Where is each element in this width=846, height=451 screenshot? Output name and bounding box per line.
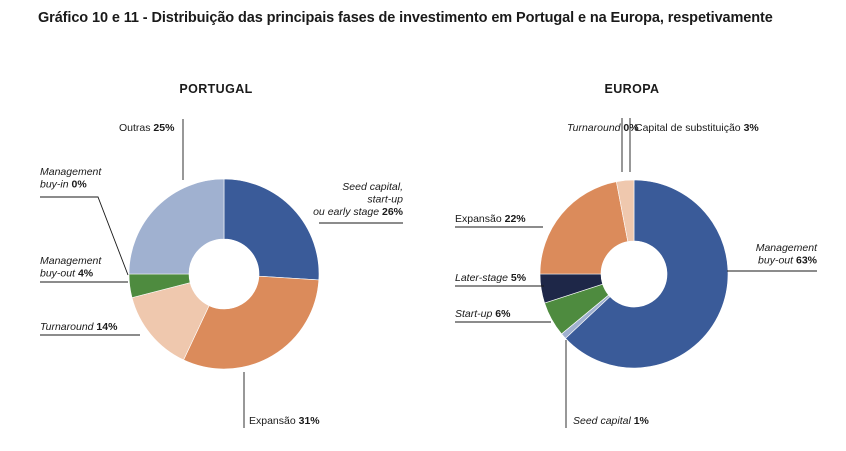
donut-hole <box>189 239 259 309</box>
slice-label-turnaround: Turnaround 0% <box>567 122 639 134</box>
leader-line <box>40 196 129 276</box>
chart-title: PORTUGAL <box>179 82 252 96</box>
slice-label-management-buy-in: Management buy-in 0% <box>40 166 102 191</box>
slice-label-expansao: Expansão 22% <box>455 213 526 225</box>
slice-label-turnaround: Turnaround 14% <box>40 321 118 333</box>
slice-label-later-stage: Later-stage 5% <box>455 272 527 284</box>
slice-label-management-buy-out: Management buy-out 4% <box>40 255 102 280</box>
slice-label-seed-capital-start-up-ou-early-stage: Seed capital, start-up ou early stage 26% <box>313 181 404 218</box>
slice-label-management-buy-out: Management buy-out 63% <box>756 242 818 267</box>
slice-label-seed-capital: Seed capital 1% <box>573 415 650 427</box>
donut-chart-europa: EUROPA Management buy-out 63% Seed capital … <box>455 82 818 428</box>
slice-label-start-up: Start-up 6% <box>455 308 511 320</box>
slice-label-capital-de-substituicao: Capital de substituição 3% <box>635 122 759 134</box>
slice-label-expansao: Expansão 31% <box>249 415 320 427</box>
figure-title: Gráfico 10 e 11 - Distribuição das princ… <box>38 10 773 26</box>
donut-chart-portugal: PORTUGAL Seed capital, start-up ou early st… <box>40 82 404 428</box>
slice-label-outras: Outras 25% <box>119 122 175 134</box>
chart-title: EUROPA <box>605 82 660 96</box>
donut-hole <box>601 241 667 307</box>
